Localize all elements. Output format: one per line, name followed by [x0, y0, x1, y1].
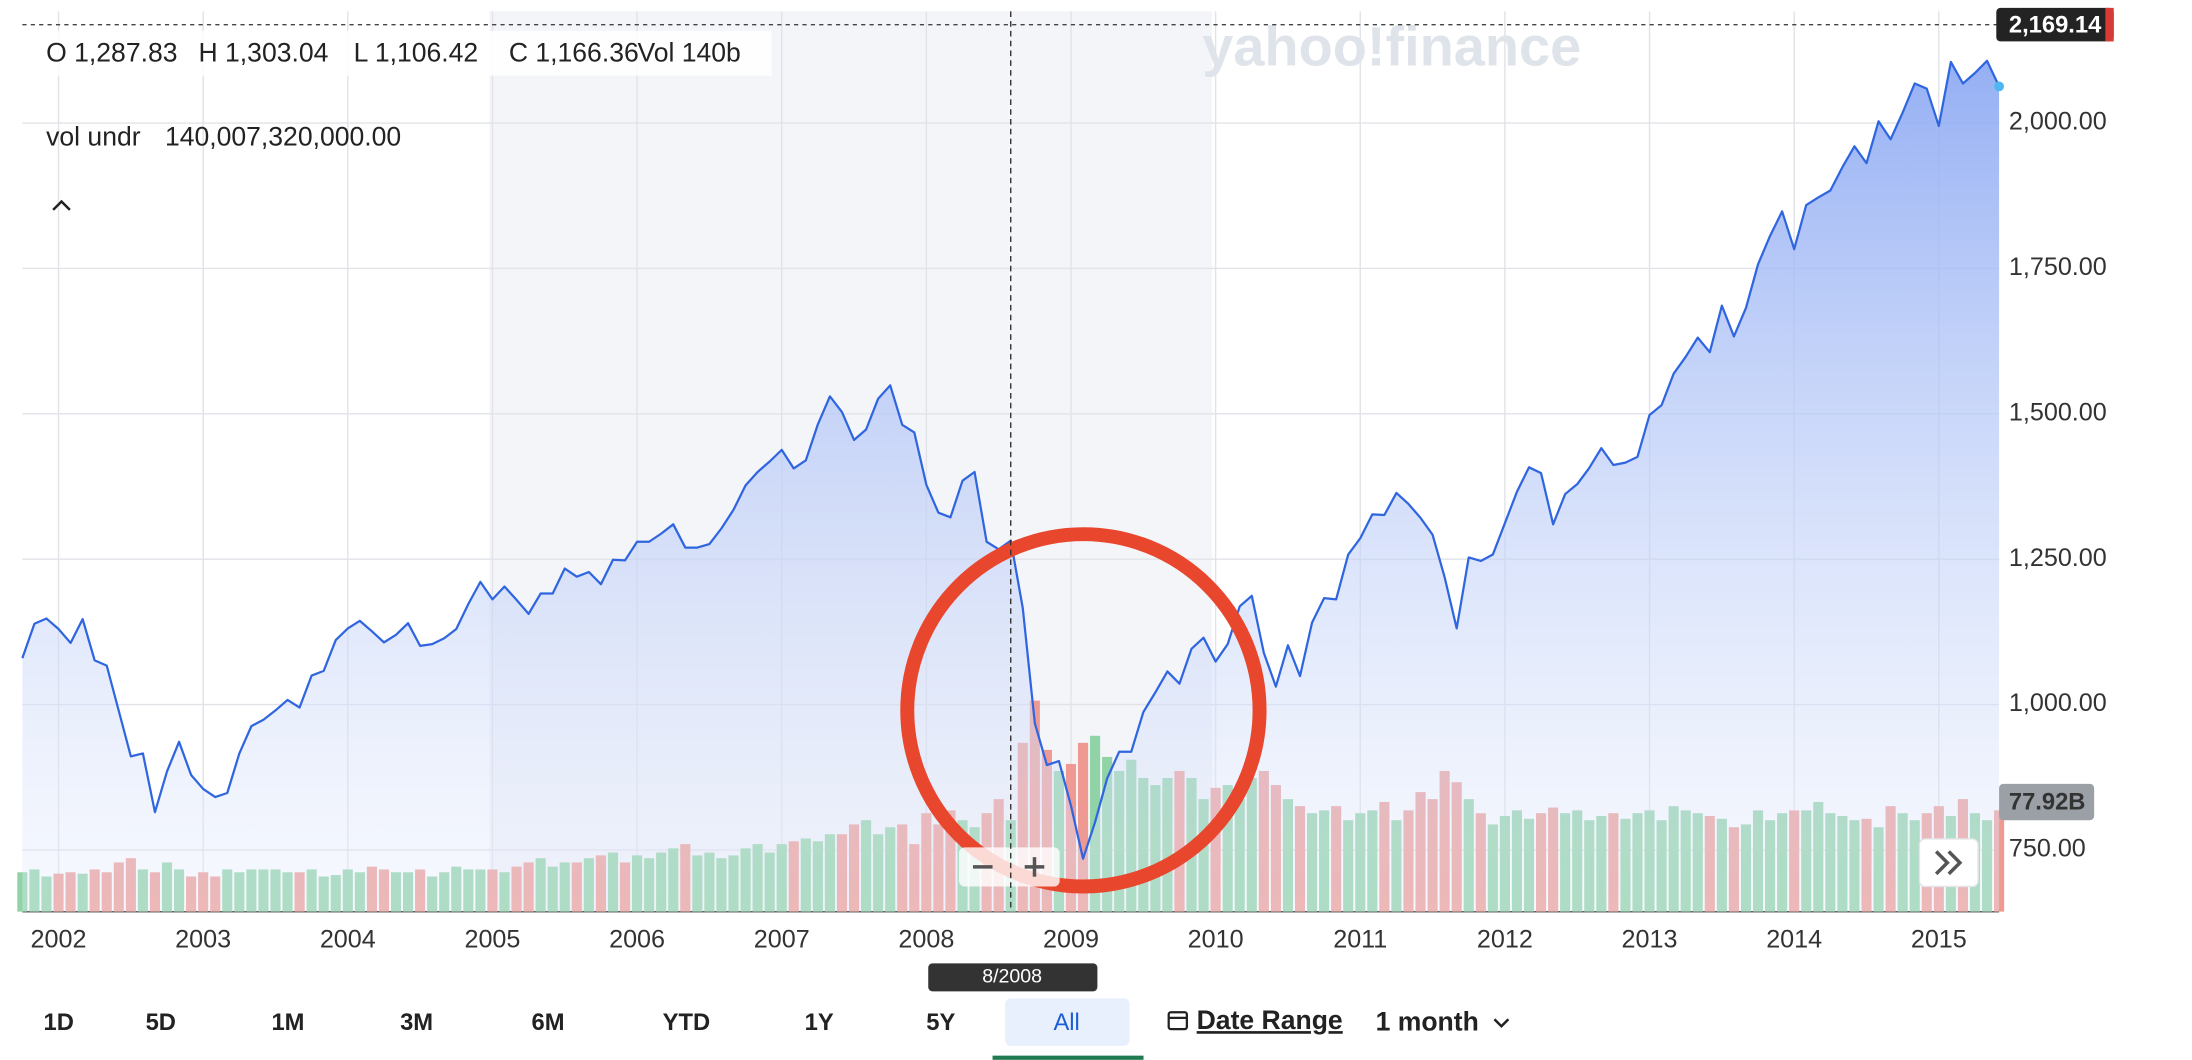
- range-button[interactable]: 6M: [532, 1009, 565, 1036]
- y-tick-label: 1,750.00: [2009, 253, 2107, 281]
- x-tick-label: 2007: [754, 926, 810, 954]
- date-range-button[interactable]: Date Range: [1197, 1005, 1343, 1035]
- calendar-icon: [1167, 1011, 1188, 1031]
- range-button[interactable]: 3M: [400, 1009, 433, 1036]
- x-tick-label: 2010: [1188, 926, 1244, 954]
- x-tick-label: 2012: [1477, 926, 1533, 954]
- last-price-badge: [1996, 7, 2114, 42]
- x-tick-label: 2008: [898, 926, 954, 954]
- y-tick-label: 1,500.00: [2009, 398, 2107, 426]
- y-tick-label: 750.00: [2009, 835, 2086, 863]
- crosshair-label: 8/2008: [982, 966, 1042, 988]
- x-tick-label: 2015: [1911, 926, 1967, 954]
- x-tick-label: 2013: [1622, 926, 1678, 954]
- legend-item: L 1,106.42: [354, 38, 479, 68]
- watermark: yahoo!finance: [1202, 14, 1581, 77]
- last-price-badge-edge: [2105, 7, 2114, 42]
- x-tick-label: 2014: [1766, 926, 1822, 954]
- zoom-controls[interactable]: [959, 847, 1060, 887]
- interval-select[interactable]: 1 month: [1376, 1006, 1479, 1036]
- selected-range-bg: [1005, 998, 1130, 1046]
- range-button[interactable]: 1Y: [805, 1009, 834, 1036]
- range-button[interactable]: YTD: [663, 1009, 711, 1036]
- last-volume-badge: [1999, 783, 2095, 821]
- indicator-value: 140,007,320,000.00: [165, 122, 401, 152]
- range-button[interactable]: All: [1053, 1009, 1079, 1036]
- x-tick-label: 2002: [31, 926, 87, 954]
- chevron-icon: [1493, 1018, 1510, 1029]
- range-button[interactable]: 5D: [146, 1009, 176, 1036]
- x-tick-label: 2006: [609, 926, 665, 954]
- legend-bg: [33, 30, 772, 76]
- range-button[interactable]: 1M: [271, 1009, 304, 1036]
- range-button[interactable]: 5Y: [926, 1009, 955, 1036]
- crosshair-badge: [928, 963, 1098, 992]
- x-tick-label: 2004: [320, 926, 376, 954]
- last-price-label: 2,169.14: [2009, 11, 2102, 38]
- last-volume-label: 77.92B: [2009, 789, 2086, 816]
- x-tick-label: 2003: [175, 926, 231, 954]
- scroll-icon: [1934, 850, 1963, 876]
- range-button[interactable]: 1D: [44, 1009, 74, 1036]
- legend-item: Vol 140b: [637, 38, 740, 68]
- overlay: 750.00 1,000.00 1,250.00 1,500.00 1,750.00 2,…: [22, 7, 2114, 992]
- x-tick-label: 2005: [464, 926, 520, 954]
- collapse-icon[interactable]: [52, 199, 71, 211]
- y-tick-label: 1,000.00: [2009, 689, 2107, 717]
- legend-item: H 1,303.04: [199, 38, 329, 68]
- volume-bar: [1077, 742, 1089, 912]
- last-point: [1994, 81, 2004, 92]
- legend-item: O 1,287.83: [46, 38, 177, 68]
- x-tick-label: 2009: [1043, 926, 1099, 954]
- scroll-button[interactable]: [1918, 838, 1979, 888]
- selected-range-indicator: [992, 1055, 1144, 1060]
- y-tick-label: 1,250.00: [2009, 544, 2107, 572]
- x-tick-label: 2011: [1333, 926, 1387, 954]
- price-area-fill: [22, 60, 2000, 912]
- annotation-circle: [900, 527, 1267, 894]
- toolbar: Date Range 1 month 1D 5D 1M 3M 6M YTD 1Y 5Y All: [44, 998, 1510, 1060]
- y-tick-label: 2,000.00: [2009, 108, 2107, 136]
- indicator-name: vol undr: [46, 122, 141, 152]
- legend-item: C 1,166.36: [509, 38, 639, 68]
